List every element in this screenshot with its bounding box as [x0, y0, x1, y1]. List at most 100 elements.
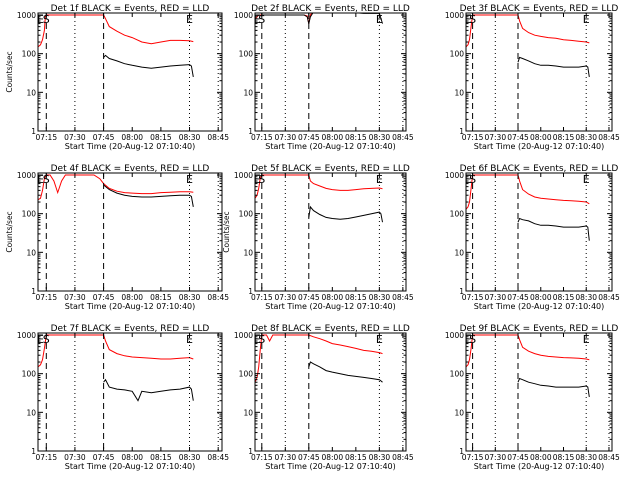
series-events-line — [517, 217, 590, 241]
x-tick-label: 07:45 — [507, 453, 529, 462]
y-tick-label: 10 — [454, 408, 464, 417]
x-tick-label: 07:15 — [35, 293, 57, 302]
x-tick-label: 07:45 — [507, 133, 529, 142]
annotation-marker: E — [186, 13, 193, 26]
series-events-line — [308, 361, 383, 383]
y-tick-label: 100 — [239, 50, 254, 59]
annotation-marker: E — [186, 173, 193, 186]
annotation-marker: E — [376, 333, 383, 346]
x-tick-label: 08:00 — [321, 453, 343, 462]
y-tick-label: 1000 — [234, 171, 253, 180]
x-tick-label: 07:30 — [274, 133, 296, 142]
chart-title: Det 8f BLACK = Events, RED = LLD — [251, 324, 410, 334]
x-axis-label: Start Time (20-Aug-12 07:10:40) — [265, 462, 396, 471]
plot-frame — [465, 172, 613, 292]
x-axis-label: Start Time (20-Aug-12 07:10:40) — [474, 302, 605, 311]
x-tick-label: 07:45 — [298, 133, 320, 142]
plot-frame — [465, 12, 613, 132]
series-events-line — [517, 56, 590, 77]
y-tick-label: 1 — [248, 127, 253, 136]
x-tick-label: 07:45 — [93, 453, 115, 462]
chart-title: Det 6f BLACK = Events, RED = LLD — [460, 164, 619, 174]
x-tick-label: 08:30 — [179, 133, 201, 142]
plot-frame — [254, 332, 407, 452]
y-tick-label: 1000 — [17, 11, 36, 20]
annotation-marker: S — [258, 173, 265, 186]
x-tick-label: 08:15 — [150, 453, 172, 462]
x-tick-label: 07:15 — [251, 133, 273, 142]
y-tick-label: 100 — [239, 210, 254, 219]
y-axis-label: Counts/sec — [222, 211, 231, 252]
series-lld-line — [255, 334, 383, 383]
y-axis-label: Counts/sec — [5, 51, 14, 92]
x-tick-label: 08:30 — [575, 293, 597, 302]
x-tick-label: 08:45 — [598, 453, 620, 462]
x-tick-label: 08:45 — [207, 293, 229, 302]
y-tick-label: 1000 — [234, 11, 253, 20]
x-tick-label: 07:45 — [298, 293, 320, 302]
x-axis-label: Start Time (20-Aug-12 07:10:40) — [65, 462, 196, 471]
y-tick-label: 1000 — [445, 11, 464, 20]
y-tick-label: 1000 — [445, 331, 464, 340]
x-tick-label: 08:15 — [553, 453, 575, 462]
x-tick-label: 07:45 — [507, 293, 529, 302]
x-tick-label: 07:15 — [462, 133, 484, 142]
series-events-line — [103, 378, 194, 402]
annotation-marker: E — [186, 333, 193, 346]
y-tick-label: 100 — [450, 370, 465, 379]
y-tick-label: 10 — [243, 88, 253, 97]
annotation-marker: S — [43, 173, 50, 186]
chart-title: Det 1f BLACK = Events, RED = LLD — [51, 4, 210, 14]
x-tick-label: 08:15 — [345, 453, 367, 462]
annotation-marker: S — [258, 13, 265, 26]
annotation-marker: E — [376, 173, 383, 186]
x-tick-label: 08:45 — [207, 453, 229, 462]
series-lld-line — [38, 174, 194, 201]
chart-title: Det 7f BLACK = Events, RED = LLD — [51, 324, 210, 334]
annotation-marker: E — [583, 333, 590, 346]
plot-frame — [37, 332, 223, 452]
x-tick-label: 07:45 — [93, 133, 115, 142]
annotation-marker: S — [469, 173, 476, 186]
y-tick-label: 100 — [450, 50, 465, 59]
series-lld-line — [38, 334, 194, 368]
annotation-marker: E — [254, 333, 261, 346]
x-tick-label: 07:45 — [298, 453, 320, 462]
x-tick-label: 08:15 — [345, 133, 367, 142]
plot-frame — [465, 332, 613, 452]
x-tick-label: 07:30 — [484, 293, 506, 302]
y-tick-label: 10 — [26, 248, 36, 257]
x-tick-label: 08:00 — [321, 293, 343, 302]
y-tick-label: 1 — [31, 447, 36, 456]
plot-frame — [254, 172, 407, 292]
annotation-marker: S — [43, 333, 50, 346]
x-tick-label: 08:15 — [553, 133, 575, 142]
x-tick-label: 08:00 — [530, 133, 552, 142]
x-tick-label: 08:15 — [150, 133, 172, 142]
x-tick-label: 07:15 — [35, 453, 57, 462]
y-tick-label: 1 — [31, 127, 36, 136]
y-tick-label: 1 — [459, 447, 464, 456]
x-tick-label: 08:00 — [530, 453, 552, 462]
annotation-marker: S — [469, 13, 476, 26]
x-tick-label: 08:45 — [598, 133, 620, 142]
y-tick-label: 10 — [243, 408, 253, 417]
annotation-marker: E — [254, 13, 261, 26]
y-tick-label: 10 — [26, 408, 36, 417]
chart-title: Det 5f BLACK = Events, RED = LLD — [251, 164, 410, 174]
series-events-line — [308, 205, 383, 223]
x-tick-label: 07:15 — [35, 133, 57, 142]
x-axis-label: Start Time (20-Aug-12 07:10:40) — [65, 142, 196, 151]
series-lld-line — [466, 14, 590, 48]
y-tick-label: 100 — [22, 50, 37, 59]
series-events-line — [103, 184, 194, 207]
chart-title: Det 2f BLACK = Events, RED = LLD — [251, 4, 410, 14]
